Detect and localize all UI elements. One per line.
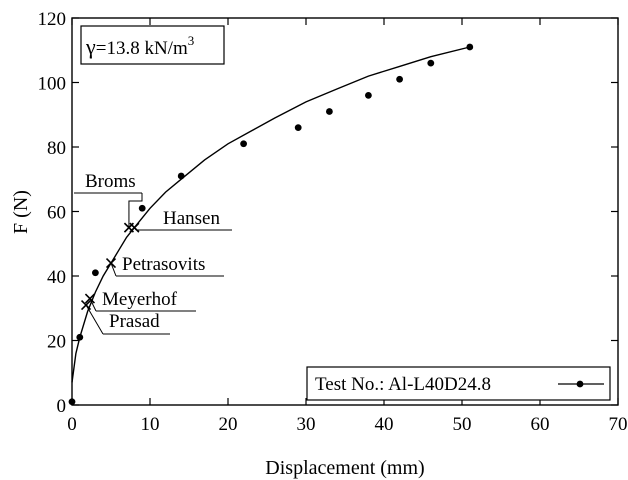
data-point	[177, 172, 185, 180]
unit-weight-superscript: 3	[188, 33, 195, 48]
y-tick-label: 120	[38, 9, 67, 30]
y-tick-label: 60	[47, 203, 66, 224]
legend-label: Test No.: Al-L40D24.8	[315, 374, 491, 395]
y-tick-label: 40	[47, 267, 66, 288]
ticks-layer: 0 10 20 30 40 50 60 70 0 20 40 60 80 100 120	[38, 9, 628, 435]
data-point	[138, 204, 146, 212]
data-point	[294, 124, 302, 132]
x-tick-label: 40	[375, 414, 394, 435]
gamma-symbol: γ	[85, 34, 96, 59]
annotation-label: Broms	[85, 171, 136, 192]
annotation-petrasovits: Petrasovits	[105, 254, 224, 277]
fit-curve	[71, 46, 470, 383]
annotation-label: Hansen	[163, 208, 220, 229]
x-axis-title: Displacement (mm)	[265, 457, 424, 479]
data-point	[396, 75, 403, 83]
annotation-label: Petrasovits	[122, 254, 205, 275]
plot-frame	[71, 17, 619, 406]
data-point	[92, 269, 99, 277]
annotation-prasad: Prasad	[80, 299, 170, 335]
y-tick-label: 0	[57, 396, 67, 417]
x-tick-label: 10	[141, 414, 160, 435]
y-tick-label: 100	[38, 74, 67, 95]
x-tick-label: 20	[219, 414, 238, 435]
legend-box: Test No.: Al-L40D24.8	[306, 366, 611, 401]
leader-line	[85, 304, 104, 335]
y-tick-label: 20	[47, 332, 66, 353]
x-tick-label: 60	[531, 414, 550, 435]
annotation-label: Meyerhof	[102, 289, 178, 310]
leader-line	[133, 227, 137, 231]
annotation-hansen: Hansen	[129, 208, 232, 233]
y-tick-label: 80	[47, 138, 66, 159]
data-point	[466, 43, 474, 51]
points-layer	[68, 43, 474, 406]
annotation-meyerhof: Meyerhof	[84, 289, 196, 312]
fit-layer	[71, 46, 470, 383]
unit-weight-box: γ=13.8 kN/m3	[80, 25, 225, 65]
x-tick-label: 50	[453, 414, 472, 435]
x-tick-label: 70	[609, 414, 628, 435]
x-tick-label: 0	[67, 414, 77, 435]
unit-weight-value: =13.8 kN/m	[96, 38, 188, 59]
data-point	[427, 59, 435, 67]
data-point	[326, 108, 333, 115]
data-point	[76, 333, 84, 341]
x-tick-label: 30	[297, 414, 316, 435]
y-axis-title: F (N)	[10, 190, 32, 234]
leader-line	[110, 262, 117, 277]
data-point	[240, 140, 248, 148]
unit-weight-text: γ=13.8 kN/m3	[85, 33, 194, 59]
leader-line	[89, 298, 97, 312]
annotation-label: Prasad	[109, 311, 160, 332]
leader-line	[128, 193, 143, 228]
data-point	[365, 92, 372, 99]
legend-marker	[576, 380, 584, 388]
annotation-broms: Broms	[74, 171, 143, 233]
